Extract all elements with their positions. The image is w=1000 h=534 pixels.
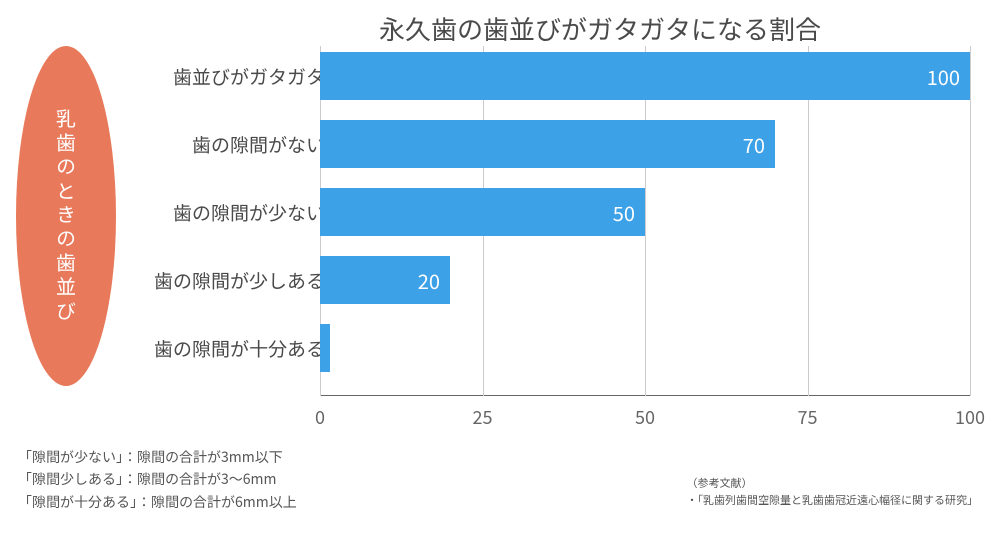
category-label: 歯の隙間がない <box>192 131 325 158</box>
y-axis-group-oval: 乳歯のときの歯並び <box>16 46 116 386</box>
chart-title: 永久歯の歯並びがガタガタになる割合 <box>200 0 1000 47</box>
category-label: 歯の隙間が十分ある <box>154 335 325 362</box>
bar: 50 <box>320 188 645 236</box>
bar-row: 歯の隙間が少ない50 <box>130 188 990 236</box>
bar <box>320 324 330 372</box>
bar-chart: 0255075100歯並びがガタガタ100歯の隙間がない70歯の隙間が少ない50… <box>130 46 990 426</box>
y-axis-group-label: 乳歯のときの歯並び <box>52 108 81 324</box>
bar-row: 歯並びがガタガタ100 <box>130 52 990 100</box>
definition-line: 「隙間が少ない」：隙間の合計が3mm以下 <box>18 446 297 468</box>
bar-row: 歯の隙間がない70 <box>130 120 990 168</box>
x-tick-label: 0 <box>315 404 325 430</box>
bar-row: 歯の隙間が少しある20 <box>130 256 990 304</box>
category-label: 歯の隙間が少しある <box>154 267 325 294</box>
reference-block: （参考文献） ・「乳歯列歯間空隙量と乳歯歯冠近遠心幅径に関する研究」 <box>687 475 979 510</box>
x-tick-label: 50 <box>635 404 655 430</box>
category-label: 歯並びがガタガタ <box>173 63 325 90</box>
bar: 70 <box>320 120 775 168</box>
x-tick-label: 75 <box>798 404 818 430</box>
reference-heading: （参考文献） <box>687 475 979 493</box>
bar: 20 <box>320 256 450 304</box>
x-tick-label: 100 <box>955 404 985 430</box>
x-tick-label: 25 <box>473 404 493 430</box>
category-label: 歯の隙間が少ない <box>173 199 325 226</box>
legend-definitions: 「隙間が少ない」：隙間の合計が3mm以下 「隙間少しある」：隙間の合計が3〜6m… <box>18 446 297 513</box>
bar-row: 歯の隙間が十分ある <box>130 324 990 372</box>
definition-line: 「隙間が十分ある」：隙間の合計が6mm以上 <box>18 491 297 513</box>
reference-item: ・「乳歯列歯間空隙量と乳歯歯冠近遠心幅径に関する研究」 <box>687 492 979 510</box>
bar: 100 <box>320 52 970 100</box>
definition-line: 「隙間少しある」：隙間の合計が3〜6mm <box>18 468 297 490</box>
